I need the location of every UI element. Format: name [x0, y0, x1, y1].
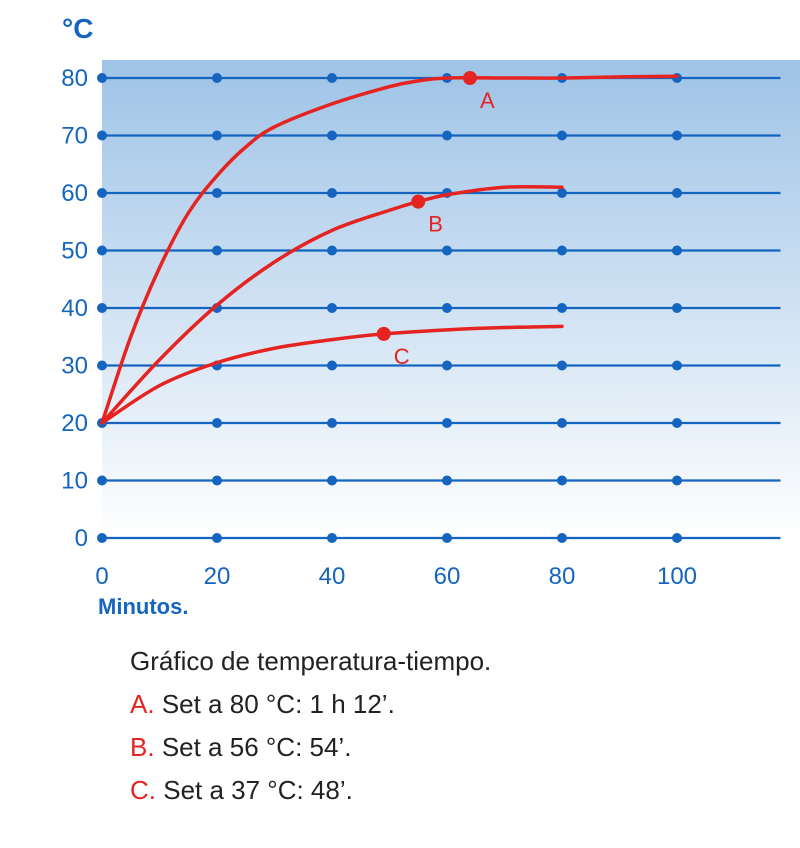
grid-dot [557, 533, 567, 543]
marker-c [376, 326, 391, 341]
grid-dot [442, 130, 452, 141]
chart-caption: Gráfico de temperatura-tiempo. A. Set a … [130, 640, 770, 812]
x-tick-label: 80 [549, 563, 576, 590]
grid-dot [442, 303, 452, 313]
grid-dot [212, 475, 222, 486]
curve-label-b: B [428, 212, 443, 237]
grid-dot [97, 73, 107, 83]
caption-title: Gráfico de temperatura-tiempo. [130, 646, 492, 676]
grid-dot [557, 418, 567, 428]
caption-line-a: A. Set a 80 °C: 1 h 12’. [130, 683, 770, 726]
caption-line-b: B. Set a 56 °C: 54’. [130, 726, 770, 769]
y-tick-label: 80 [61, 65, 88, 92]
curve-c [100, 324, 564, 425]
grid-dot [97, 188, 107, 198]
marker-b [411, 194, 426, 209]
y-tick-label: 10 [61, 468, 88, 495]
x-tick-label: 40 [319, 563, 346, 590]
marker-a [463, 71, 477, 85]
grid-dot [327, 360, 337, 371]
grid-dot [212, 130, 222, 141]
grid-dot [672, 245, 682, 256]
grid-dot [97, 245, 107, 256]
caption-letter-a: A. [130, 689, 155, 719]
caption-letter-b: B. [130, 732, 155, 762]
y-axis-label: °C [62, 13, 93, 44]
grid-dot [212, 245, 222, 256]
grid-dot [212, 188, 222, 198]
x-tick-label: 0 [95, 563, 108, 590]
grid-dot [557, 188, 567, 198]
y-tick-label: 50 [61, 238, 88, 265]
grid-dot [327, 303, 337, 313]
curve-label-c: C [394, 344, 410, 369]
grid-dot [442, 418, 452, 428]
grid-dot [97, 475, 107, 486]
grid-dot [442, 475, 452, 486]
grid-dot [212, 73, 222, 83]
grid-dot [212, 533, 222, 543]
curve-label-a: A [480, 88, 495, 113]
y-tick-label: 0 [75, 525, 88, 552]
y-tick-label: 30 [61, 353, 88, 380]
grid-dot [557, 130, 567, 141]
grid-dot [557, 360, 567, 371]
grid-dot [327, 475, 337, 486]
grid-dot [557, 245, 567, 256]
grid-dot [442, 360, 452, 371]
caption-text-a: Set a 80 °C: 1 h 12’. [161, 689, 395, 719]
grid-dot [327, 245, 337, 256]
grid-dot [97, 360, 107, 371]
caption-letter-c: C. [130, 775, 156, 805]
y-tick-labels: 0 10 20 30 40 50 60 70 80 [61, 65, 88, 552]
caption-text-b: Set a 56 °C: 54’. [161, 732, 352, 762]
grid-dot [442, 533, 452, 543]
x-tick-label: 60 [434, 563, 461, 590]
grid-dot [442, 245, 452, 256]
y-tick-label: 60 [61, 180, 88, 207]
grid-dot [672, 360, 682, 371]
grid-dot [327, 188, 337, 198]
temperature-time-chart: °C Minutos. 0 10 20 30 40 50 60 70 80 0 20 40 60 80 1… [61, 13, 800, 619]
grid-dot [672, 303, 682, 313]
grid-dot [557, 475, 567, 486]
x-tick-labels: 0 20 40 60 80 100 [95, 563, 697, 590]
caption-text-c: Set a 37 °C: 48’. [163, 775, 353, 805]
grid-dot [327, 73, 337, 83]
y-tick-label: 70 [61, 123, 88, 150]
grid-dot [97, 303, 107, 313]
y-tick-label: 40 [61, 295, 88, 322]
x-tick-label: 20 [204, 563, 231, 590]
grid-dot [97, 533, 107, 543]
curve-layer: A B C [100, 71, 679, 425]
plot-background [102, 60, 800, 540]
grid-dot [672, 475, 682, 486]
curve-b [100, 184, 564, 425]
grid-dot [672, 188, 682, 198]
grid-dot [557, 303, 567, 313]
caption-line-c: C. Set a 37 °C: 48’. [130, 769, 770, 812]
y-tick-label: 20 [61, 410, 88, 437]
grid-dot [672, 130, 682, 141]
grid-dot [672, 533, 682, 543]
x-tick-label: 100 [657, 563, 697, 590]
x-axis-label: Minutos. [98, 594, 188, 619]
grid-dot [327, 418, 337, 428]
grid-dot [212, 418, 222, 428]
curve-a [100, 74, 679, 425]
grid-dot [672, 418, 682, 428]
grid-dot [327, 533, 337, 543]
grid-dot [327, 130, 337, 141]
grid-dot [97, 130, 107, 141]
